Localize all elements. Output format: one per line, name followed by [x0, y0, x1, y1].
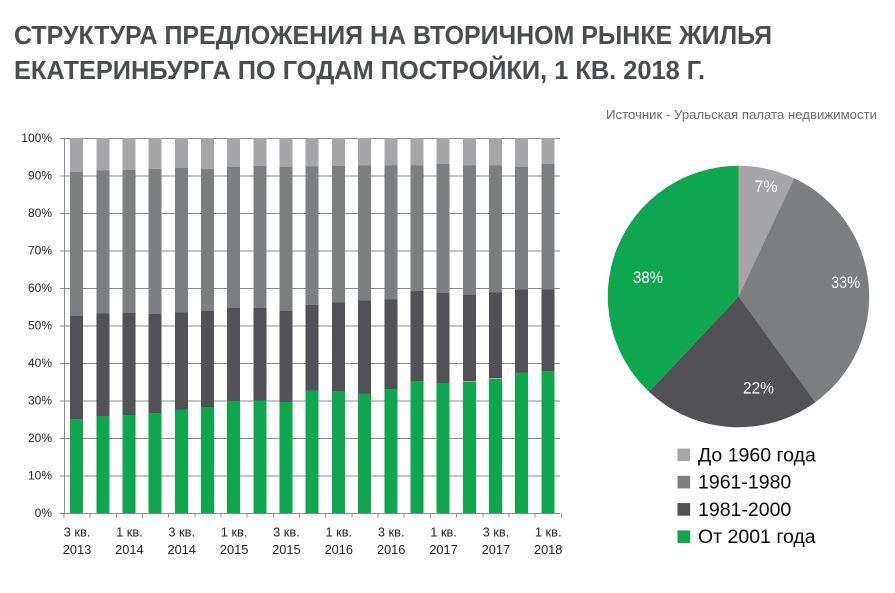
- svg-text:1 кв.: 1 кв.: [116, 524, 143, 539]
- svg-text:60%: 60%: [28, 281, 52, 295]
- svg-text:3 кв.: 3 кв.: [64, 524, 91, 539]
- svg-text:80%: 80%: [28, 206, 52, 220]
- svg-text:30%: 30%: [28, 394, 52, 408]
- svg-text:Источник - Уральская палата не: Источник - Уральская палата недвижимости: [606, 107, 877, 122]
- svg-text:2015: 2015: [220, 542, 248, 557]
- svg-text:40%: 40%: [28, 356, 52, 370]
- svg-text:2017: 2017: [482, 542, 510, 557]
- svg-text:100%: 100%: [21, 131, 52, 145]
- svg-text:90%: 90%: [28, 169, 52, 183]
- svg-text:1 кв.: 1 кв.: [535, 524, 562, 539]
- svg-text:3 кв.: 3 кв.: [378, 524, 405, 539]
- svg-text:2014: 2014: [167, 542, 195, 557]
- svg-text:3 кв.: 3 кв.: [483, 524, 510, 539]
- svg-text:1961-1980: 1961-1980: [698, 472, 791, 494]
- svg-text:33%: 33%: [831, 274, 860, 292]
- svg-text:2013: 2013: [63, 542, 91, 557]
- svg-text:7%: 7%: [754, 178, 777, 197]
- svg-text:До 1960 года: До 1960 года: [698, 444, 816, 466]
- svg-text:1 кв.: 1 кв.: [325, 524, 352, 539]
- svg-text:0%: 0%: [35, 506, 53, 520]
- svg-text:От 2001 года: От 2001 года: [698, 526, 816, 548]
- svg-text:СТРУКТУРА ПРЕДЛОЖЕНИЯ НА ВТОРИ: СТРУКТУРА ПРЕДЛОЖЕНИЯ НА ВТОРИЧНОМ РЫНКЕ…: [14, 22, 772, 50]
- svg-text:2018: 2018: [534, 542, 562, 557]
- svg-text:20%: 20%: [28, 431, 52, 445]
- svg-text:22%: 22%: [743, 379, 774, 398]
- svg-text:70%: 70%: [28, 244, 52, 258]
- svg-text:3 кв.: 3 кв.: [273, 524, 300, 539]
- svg-text:1 кв.: 1 кв.: [430, 524, 457, 539]
- svg-text:50%: 50%: [28, 319, 52, 333]
- svg-text:2016: 2016: [377, 542, 405, 557]
- svg-text:38%: 38%: [633, 269, 663, 287]
- svg-text:1 кв.: 1 кв.: [221, 524, 248, 539]
- svg-text:1981-2000: 1981-2000: [698, 499, 791, 521]
- svg-text:2016: 2016: [325, 542, 353, 557]
- svg-text:2017: 2017: [429, 542, 457, 557]
- svg-text:3 кв.: 3 кв.: [168, 524, 195, 539]
- svg-text:2015: 2015: [272, 542, 300, 557]
- svg-text:ЕКАТЕРИНБУРГА ПО ГОДАМ ПОСТРОЙ: ЕКАТЕРИНБУРГА ПО ГОДАМ ПОСТРОЙКИ, 1 КВ. …: [14, 55, 705, 85]
- svg-text:10%: 10%: [28, 469, 52, 483]
- svg-text:2014: 2014: [115, 542, 143, 557]
